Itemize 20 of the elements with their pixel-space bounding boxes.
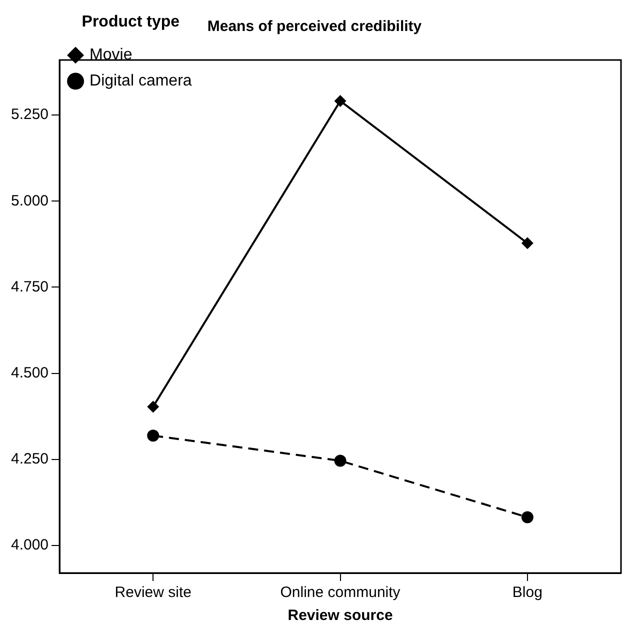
y-tick-label: 5.000 xyxy=(10,192,49,210)
x-tick-label: Online community xyxy=(280,584,401,602)
legend-label: Movie xyxy=(90,46,132,64)
x-tick-label: Blog xyxy=(512,584,542,602)
point xyxy=(521,511,534,524)
y-tick-label: 4.750 xyxy=(10,278,49,296)
x-tick-label: Review site xyxy=(114,584,192,602)
y-tick-label: 4.250 xyxy=(10,450,49,468)
chart-title: Means of perceived credibility xyxy=(207,18,422,36)
y-tick-label: 4.500 xyxy=(10,364,49,382)
point xyxy=(147,430,160,442)
point xyxy=(334,94,346,107)
y-tick-label: 4.000 xyxy=(10,536,49,554)
point xyxy=(334,454,346,467)
legend-label: Digital camera xyxy=(90,72,192,90)
point xyxy=(147,400,160,413)
y-tick-label: 5.250 xyxy=(10,106,49,124)
point xyxy=(521,237,534,250)
x-axis-title: Review source xyxy=(288,607,393,624)
legend-title: Product type xyxy=(82,13,180,30)
